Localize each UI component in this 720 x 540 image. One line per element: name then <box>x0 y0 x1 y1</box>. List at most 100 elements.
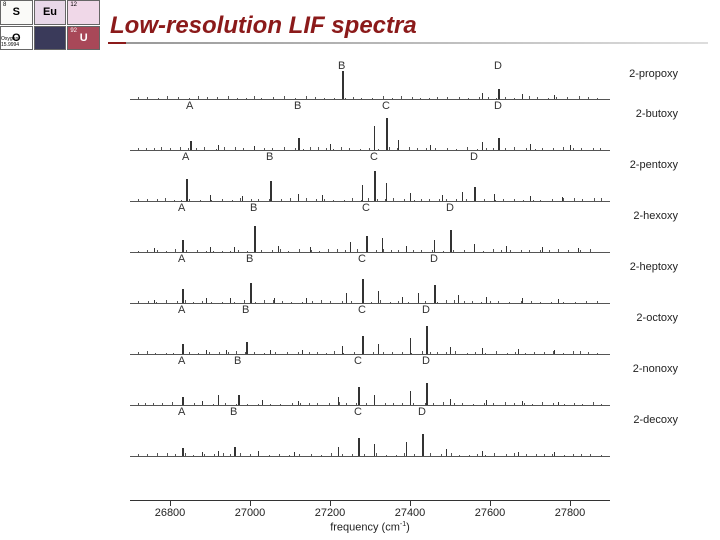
peak <box>498 89 500 99</box>
spectrum-label: 2-heptoxy <box>630 261 678 273</box>
peak-label: B <box>246 253 253 265</box>
minor-peak <box>518 452 519 456</box>
peak-label: C <box>354 355 362 367</box>
peak-label: B <box>338 60 345 72</box>
baseline <box>130 456 610 457</box>
peak-label: D <box>422 355 430 367</box>
x-axis-label: frequency (cm-1) <box>330 521 410 534</box>
minor-peak <box>530 144 531 150</box>
tick-label: 27400 <box>395 507 426 519</box>
peak-label: D <box>494 60 502 72</box>
spectrum-label: 2-butoxy <box>636 108 678 120</box>
minor-peak <box>482 93 483 99</box>
peak <box>250 283 252 303</box>
peak <box>426 383 428 405</box>
minor-peak <box>374 395 375 405</box>
peak-label: B <box>266 151 273 163</box>
peak-label: A <box>178 202 185 214</box>
minor-peak <box>482 348 483 354</box>
minor-peak <box>262 400 263 405</box>
minor-peak <box>350 242 351 252</box>
minor-peak <box>462 192 463 201</box>
spectrum-label: 2-pentoxy <box>630 159 678 171</box>
minor-peak <box>450 399 451 405</box>
spectrum-label: 2-hexoxy <box>633 210 678 222</box>
minor-peak <box>322 195 323 201</box>
spectrum-label: 2-octoxy <box>636 312 678 324</box>
minor-peak <box>206 298 207 303</box>
minor-peak <box>482 451 483 456</box>
spectrum-row: ABCD2-decoxy <box>130 406 610 457</box>
minor-peak <box>218 145 219 150</box>
peak <box>422 434 424 456</box>
minor-peak <box>154 300 155 303</box>
minor-peak <box>218 395 219 405</box>
peak-label: A <box>178 355 185 367</box>
spectrum-label: 2-nonoxy <box>633 363 678 375</box>
minor-peak <box>522 298 523 303</box>
peak-label: C <box>370 151 378 163</box>
minor-peak <box>378 344 379 354</box>
peak <box>234 447 236 456</box>
spectrum-row: ABCD2-butoxy <box>130 100 610 151</box>
minor-peak <box>298 194 299 201</box>
tick-label: 27800 <box>555 507 586 519</box>
minor-peak <box>378 291 379 303</box>
minor-peak <box>330 144 331 150</box>
peak <box>186 179 188 201</box>
peak <box>386 118 388 150</box>
minor-peak <box>294 452 295 456</box>
minor-peak <box>374 444 375 456</box>
peak <box>374 171 376 201</box>
minor-peak <box>210 247 211 252</box>
peak <box>298 138 300 150</box>
minor-peak <box>226 350 227 354</box>
peak-label: C <box>382 100 390 112</box>
peak-label: D <box>430 253 438 265</box>
minor-peak <box>338 447 339 456</box>
peak <box>362 336 364 354</box>
spectrum-row: ABCD2-nonoxy <box>130 355 610 406</box>
minor-peak <box>338 397 339 405</box>
peak-label: D <box>446 202 454 214</box>
peak-label: B <box>294 100 301 112</box>
minor-peak <box>494 194 495 201</box>
minor-peak <box>218 451 219 456</box>
minor-peak <box>386 183 387 201</box>
peak-label: D <box>494 100 502 112</box>
minor-peak <box>518 349 519 354</box>
minor-peak <box>202 401 203 405</box>
minor-peak <box>522 94 523 99</box>
tick-label: 27200 <box>315 507 346 519</box>
minor-peak <box>446 449 447 456</box>
minor-peak <box>202 452 203 456</box>
spectrum-label: 2-propoxy <box>629 68 678 80</box>
peak-label: A <box>186 100 193 112</box>
minor-peak <box>570 145 571 150</box>
minor-peak <box>298 401 299 405</box>
logo-cell: 92U <box>67 26 100 51</box>
peak <box>270 181 272 201</box>
minor-peak <box>242 196 243 201</box>
peak-label: B <box>250 202 257 214</box>
peak-label: C <box>362 202 370 214</box>
peak <box>474 187 476 201</box>
peak-label: A <box>178 253 185 265</box>
peak-label: C <box>358 304 366 316</box>
minor-peak <box>342 346 343 354</box>
minor-peak <box>274 298 275 303</box>
logo-cell <box>34 26 67 51</box>
minor-peak <box>406 442 407 456</box>
minor-peak <box>554 452 555 456</box>
peak-label: D <box>422 304 430 316</box>
logo-cell: OOxygen 15.9994 <box>0 26 33 51</box>
minor-peak <box>562 197 563 201</box>
minor-peak <box>410 338 411 354</box>
peak <box>358 438 360 456</box>
peak <box>358 387 360 405</box>
minor-peak <box>154 248 155 252</box>
peak-label: D <box>470 151 478 163</box>
minor-peak <box>258 451 259 456</box>
minor-peak <box>430 145 431 150</box>
minor-peak <box>398 140 399 150</box>
